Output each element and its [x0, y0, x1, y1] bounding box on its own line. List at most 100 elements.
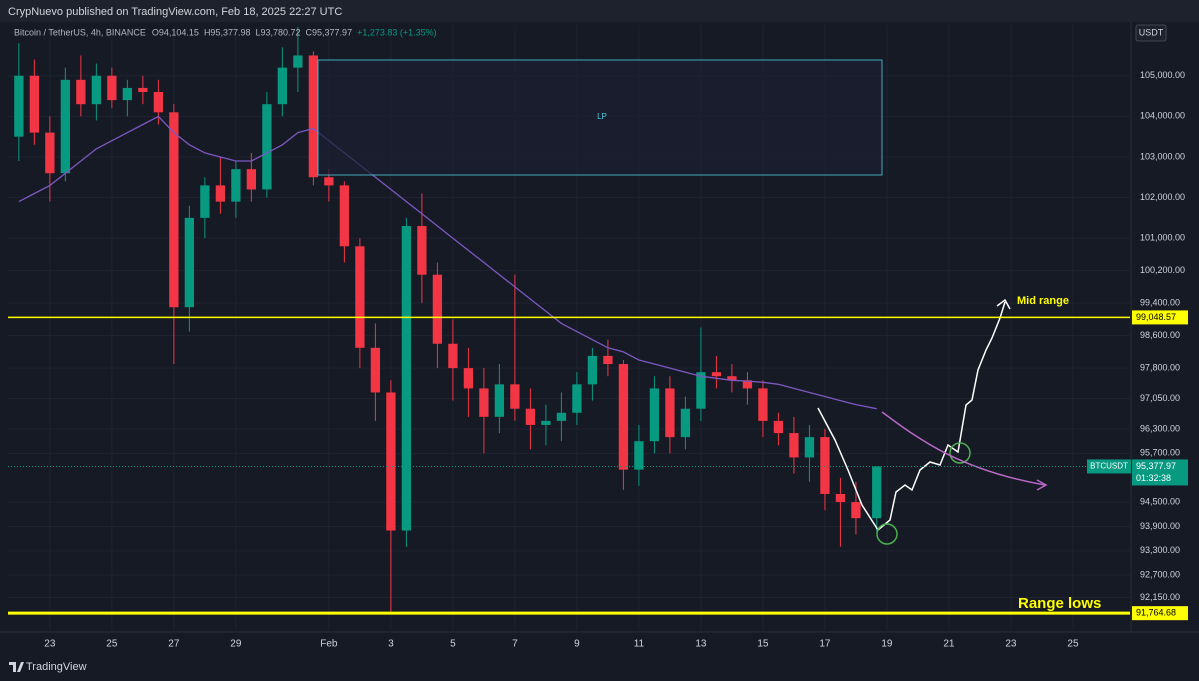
candle-body	[789, 433, 799, 458]
candle-body	[293, 55, 303, 68]
y-tick-label: 101,000.00	[1140, 233, 1185, 243]
y-tick-label: 92,700.00	[1140, 570, 1180, 580]
y-tick-label: 94,500.00	[1140, 496, 1180, 506]
mid-range-label: Mid range	[1017, 295, 1069, 307]
symbol: Bitcoin / TetherUS, 4h, BINANCE	[14, 27, 146, 37]
level-price-label: 91,764.68	[1136, 608, 1176, 618]
ma-projection	[881, 411, 1046, 486]
candle-body	[370, 347, 381, 393]
x-tick-label: 25	[106, 639, 118, 650]
candle-body	[29, 75, 40, 133]
level-price-box	[1132, 310, 1188, 325]
candle-body	[634, 441, 644, 470]
x-tick-label: 5	[450, 639, 456, 650]
candle-body	[649, 388, 660, 442]
candle-body	[324, 177, 334, 186]
x-tick-label: 23	[1005, 639, 1017, 650]
candle-body	[339, 185, 350, 247]
ohlc-value: +1,273.83 (+1.35%)	[357, 27, 437, 37]
x-tick-label: 17	[819, 639, 831, 650]
x-tick-label: 7	[512, 639, 518, 650]
x-tick-label: 27	[168, 639, 180, 650]
y-tick-label: 93,300.00	[1140, 545, 1180, 555]
candle-body	[572, 384, 582, 413]
circle-marker	[949, 442, 971, 464]
y-tick-label: 93,900.00	[1140, 521, 1180, 531]
last-price-box	[1132, 459, 1188, 486]
candle-body	[76, 79, 86, 105]
candle-body	[169, 112, 179, 308]
candle-body	[184, 217, 195, 308]
candle-body	[680, 408, 691, 438]
candle-body	[773, 420, 784, 434]
x-tick-label: 13	[695, 639, 707, 650]
candle-body	[386, 392, 396, 531]
candle-body	[872, 466, 882, 519]
candle-body	[45, 132, 55, 174]
candle-body	[510, 384, 520, 409]
candle-body	[603, 355, 613, 365]
ohlc-value: O94,104.15	[152, 27, 199, 37]
x-tick-label: 25	[1067, 639, 1079, 650]
y-tick-label: 100,200.00	[1140, 265, 1185, 275]
candle-body	[401, 225, 412, 531]
x-tick-label: 15	[757, 639, 769, 650]
candle-body	[820, 437, 830, 494]
candle-body	[804, 437, 815, 458]
candle-body	[479, 388, 489, 417]
y-tick-label: 103,000.00	[1140, 151, 1185, 161]
last-price-symbol-box	[1087, 459, 1131, 474]
candle-body	[308, 55, 319, 178]
x-tick-label: Feb	[320, 639, 338, 650]
candle-body	[107, 75, 117, 101]
countdown: 01:32:38	[1136, 473, 1171, 483]
y-tick-label: 104,000.00	[1140, 111, 1185, 121]
candle-body	[262, 104, 272, 190]
y-tick-label: 97,050.00	[1140, 393, 1180, 403]
candle-body	[851, 502, 861, 519]
level-price-label: 99,048.57	[1136, 312, 1176, 322]
forecast-arrow	[996, 298, 1011, 310]
forecast-path	[817, 301, 1006, 532]
x-tick-label: 3	[388, 639, 394, 650]
moving-average	[18, 115, 877, 410]
x-tick-label: 19	[881, 639, 893, 650]
range-lows-label: Range lows	[1018, 595, 1101, 612]
candle-body	[14, 75, 24, 137]
candle-body	[556, 412, 567, 421]
ohlc-value: C95,377.97	[306, 27, 353, 37]
y-tick-label: 99,400.00	[1140, 298, 1180, 308]
candle-body	[711, 372, 722, 377]
candle-body	[541, 420, 551, 425]
y-tick-label: 102,000.00	[1140, 192, 1185, 202]
candle-body	[60, 79, 71, 174]
y-tick-label: 92,150.00	[1140, 592, 1180, 602]
candle-body	[200, 185, 210, 218]
candle-body	[494, 384, 505, 417]
candle-body	[215, 185, 226, 202]
ohlc-value: L93,780.72	[255, 27, 300, 37]
brand: TradingView	[26, 661, 87, 673]
x-tick-label: 21	[943, 639, 955, 650]
circle-marker	[876, 523, 898, 545]
candle-body	[246, 169, 257, 190]
x-tick-label: 9	[574, 639, 580, 650]
ma-projection-arrow	[1036, 479, 1048, 491]
x-tick-label: 29	[230, 639, 242, 650]
x-tick-label: 11	[634, 639, 645, 650]
candle-body	[463, 368, 474, 389]
candle-body	[448, 343, 458, 369]
currency: USDT	[1139, 27, 1164, 37]
y-tick-label: 95,700.00	[1140, 448, 1180, 458]
brand-logo	[9, 662, 24, 672]
y-tick-label: 96,300.00	[1140, 423, 1180, 433]
y-tick-label: 98,600.00	[1140, 330, 1180, 340]
candle-body	[742, 380, 753, 389]
candle-body	[696, 372, 706, 409]
price-axis	[1131, 22, 1199, 632]
lp-label: LP	[597, 112, 607, 121]
symbol-line: Bitcoin / TetherUS, 4h, BINANCE O94,104.1…	[14, 27, 437, 37]
candle-body	[417, 225, 427, 275]
candle-body	[138, 87, 148, 92]
